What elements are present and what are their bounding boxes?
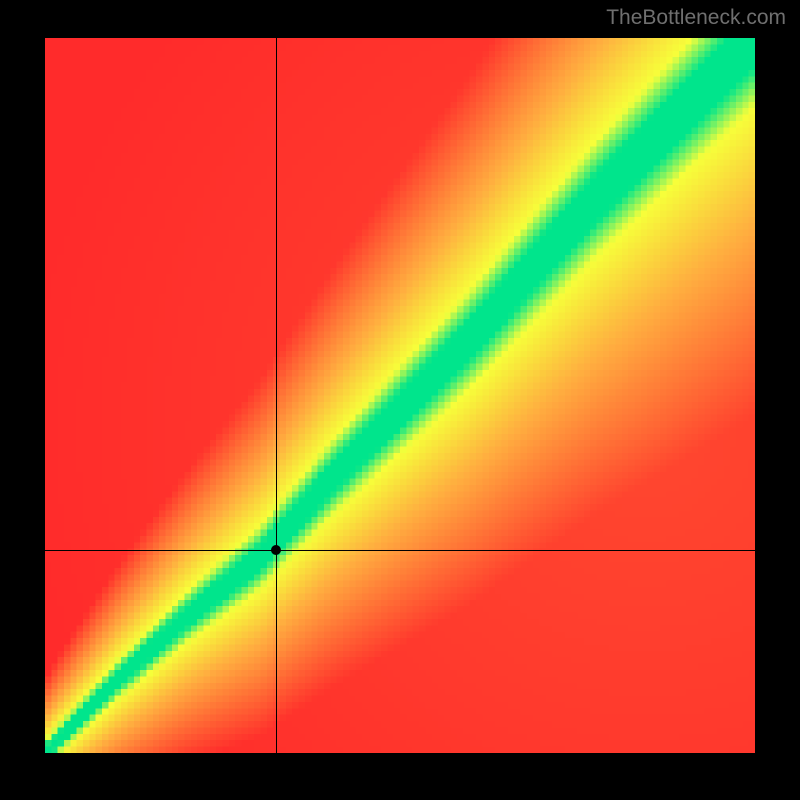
watermark-text: TheBottleneck.com — [606, 6, 786, 30]
bottleneck-heatmap — [45, 38, 755, 753]
selection-marker — [271, 545, 281, 555]
crosshair-horizontal — [45, 550, 755, 551]
heatmap-canvas — [45, 38, 755, 753]
crosshair-vertical — [276, 38, 277, 753]
